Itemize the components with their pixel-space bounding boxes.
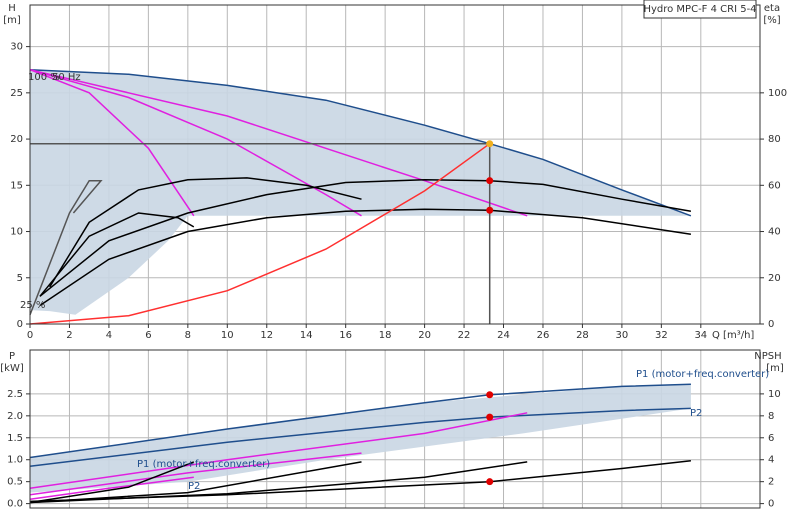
y-tick-label: 0.0 <box>7 499 23 510</box>
x-tick-label: 16 <box>339 330 352 341</box>
x-tick-label: 22 <box>458 330 471 341</box>
axis-label: [%] <box>763 15 780 26</box>
curve <box>29 461 362 504</box>
curve <box>39 179 692 297</box>
curve <box>29 69 195 217</box>
y-tick-label: 5 <box>17 273 23 284</box>
axis-label: H <box>8 3 16 14</box>
curve <box>29 143 491 325</box>
x-tick-label: 34 <box>694 330 707 341</box>
y2-tick-label: 60 <box>768 180 781 191</box>
x-tick-label: 4 <box>106 330 112 341</box>
x-tick-label: 12 <box>260 330 273 341</box>
x-tick-label: 0 <box>27 330 33 341</box>
y2-tick-label: 8 <box>768 411 774 422</box>
y-tick-label: 1.0 <box>7 455 23 466</box>
area <box>30 69 691 315</box>
plot-frame <box>29 349 761 509</box>
operating-point <box>486 206 494 214</box>
chart-title: Hydro MPC-F 4 CRI 5-4 <box>643 4 756 15</box>
curve <box>29 461 528 504</box>
y-tick-label: 0.5 <box>7 477 23 488</box>
x-tick-label: 10 <box>221 330 234 341</box>
y2-tick-label: 80 <box>768 134 781 145</box>
x-tick-label: 30 <box>616 330 629 341</box>
x-tick-label: 26 <box>537 330 550 341</box>
annotation: P1 (motor+freq.converter) <box>636 369 769 380</box>
axis-label: [m] <box>3 15 21 26</box>
y-tick-label: 0 <box>17 319 23 330</box>
y-tick-label: 1.5 <box>7 433 23 444</box>
y2-tick-label: 0 <box>768 319 774 330</box>
x-tick-label: 18 <box>379 330 392 341</box>
axis-label: NPSH <box>754 351 781 362</box>
annotation: P2 <box>188 481 200 492</box>
title-box <box>643 0 757 19</box>
y2-tick-label: 0 <box>768 499 774 510</box>
x-tick-label: 14 <box>300 330 313 341</box>
axis-label: eta <box>764 3 780 14</box>
x-tick-label: 8 <box>185 330 191 341</box>
curve <box>39 208 692 307</box>
x-axis-label: Q [m³/h] <box>712 330 754 341</box>
operating-point <box>486 177 494 185</box>
curve <box>39 212 195 297</box>
y-tick-label: 20 <box>10 134 23 145</box>
y2-tick-label: 2 <box>768 477 774 488</box>
annotation: 50 Hz <box>52 72 81 83</box>
y-tick-label: 25 <box>10 88 23 99</box>
y2-tick-label: 4 <box>768 455 774 466</box>
plot-area: 0.00.51.01.52.02.50246810P[kW]NPSH[m]P1 … <box>0 349 784 510</box>
x-tick-label: 20 <box>418 330 431 341</box>
curve <box>29 407 691 468</box>
y2-tick-label: 40 <box>768 227 781 238</box>
x-tick-label: 32 <box>655 330 668 341</box>
x-tick-label: 24 <box>497 330 510 341</box>
curve <box>49 177 362 288</box>
annotation: P1 (motor+freq.converter) <box>137 459 270 470</box>
y-tick-label: 15 <box>10 180 23 191</box>
axis-label: P <box>9 351 15 362</box>
curve <box>29 412 528 490</box>
axis-label: [m] <box>766 363 784 374</box>
curve <box>29 383 691 459</box>
curve <box>29 452 362 496</box>
curve <box>29 476 194 500</box>
y2-tick-label: 20 <box>768 273 781 284</box>
curve <box>29 68 528 217</box>
curve <box>29 68 692 217</box>
operating-point <box>486 391 494 399</box>
curve <box>29 461 195 504</box>
y2-tick-label: 6 <box>768 433 774 444</box>
y2-tick-label: 100 <box>768 88 787 99</box>
axis-label: [kW] <box>0 363 24 374</box>
x-tick-label: 2 <box>66 330 72 341</box>
operating-point <box>486 478 494 486</box>
y-tick-label: 2.0 <box>7 411 23 422</box>
annotation: 100 % <box>28 72 60 83</box>
annotation: P2 <box>690 408 702 419</box>
y-tick-label: 2.5 <box>7 389 23 400</box>
operating-point <box>486 140 494 148</box>
y-tick-label: 30 <box>10 42 23 53</box>
plot-frame <box>29 4 761 325</box>
y2-tick-label: 10 <box>768 389 781 400</box>
plot-area: 0 2 4 6 8 10 12 14 16 18 20 22 24 26 28 30 32 34051015202… <box>3 0 787 341</box>
curve <box>29 179 103 316</box>
annotation: 25 % <box>20 300 45 311</box>
area <box>30 384 691 493</box>
y-tick-label: 10 <box>10 227 23 238</box>
curve <box>29 68 362 217</box>
x-tick-label: 6 <box>145 330 151 341</box>
operating-point <box>486 413 494 421</box>
x-tick-label: 28 <box>576 330 589 341</box>
